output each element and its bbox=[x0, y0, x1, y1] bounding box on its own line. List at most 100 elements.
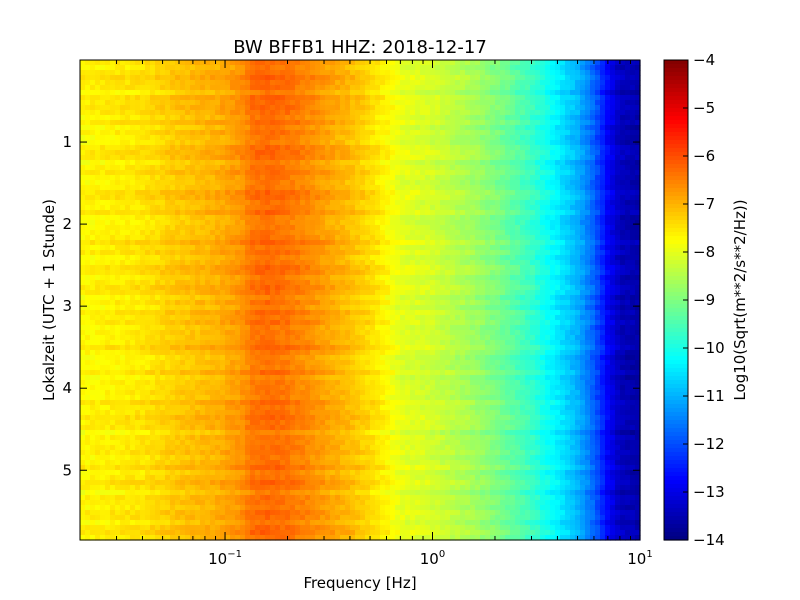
heatmap-cell bbox=[395, 90, 401, 96]
heatmap-cell bbox=[460, 260, 466, 266]
heatmap-cell bbox=[370, 250, 376, 256]
heatmap-cell bbox=[570, 145, 576, 151]
heatmap-cell bbox=[560, 95, 566, 101]
heatmap-cell bbox=[390, 190, 396, 196]
heatmap-cell bbox=[630, 210, 636, 216]
heatmap-cell bbox=[605, 245, 611, 251]
heatmap-cell bbox=[290, 260, 296, 266]
heatmap-cell bbox=[255, 230, 261, 236]
heatmap-cell bbox=[375, 80, 381, 86]
heatmap-cell bbox=[145, 245, 151, 251]
heatmap-cell bbox=[525, 95, 531, 101]
heatmap-cell bbox=[345, 150, 351, 156]
heatmap-cell bbox=[430, 235, 436, 241]
heatmap-cell bbox=[260, 105, 266, 111]
heatmap-cell bbox=[435, 165, 441, 171]
heatmap-cell bbox=[245, 115, 251, 121]
heatmap-cell bbox=[225, 225, 231, 231]
heatmap-cell bbox=[365, 125, 371, 131]
heatmap-cell bbox=[445, 235, 451, 241]
heatmap-cell bbox=[280, 210, 286, 216]
heatmap-cell bbox=[385, 105, 391, 111]
heatmap-cell bbox=[285, 275, 291, 281]
heatmap-cell bbox=[280, 150, 286, 156]
heatmap-cell bbox=[620, 125, 626, 131]
heatmap-cell bbox=[415, 90, 421, 96]
heatmap-cell bbox=[295, 110, 301, 116]
heatmap-cell bbox=[500, 105, 506, 111]
heatmap-cell bbox=[120, 225, 126, 231]
heatmap-cell bbox=[430, 85, 436, 91]
heatmap-cell bbox=[460, 225, 466, 231]
heatmap-cell bbox=[400, 80, 406, 86]
heatmap-cell bbox=[265, 210, 271, 216]
heatmap-cell bbox=[540, 155, 546, 161]
heatmap-cell bbox=[115, 65, 121, 71]
heatmap-cell bbox=[465, 255, 471, 261]
heatmap-cell bbox=[295, 190, 301, 196]
heatmap-cell bbox=[515, 165, 521, 171]
heatmap-cell bbox=[425, 160, 431, 166]
heatmap-cell bbox=[300, 120, 306, 126]
heatmap-cell bbox=[450, 250, 456, 256]
heatmap-cell bbox=[110, 120, 116, 126]
heatmap-cell bbox=[570, 170, 576, 176]
heatmap-cell bbox=[230, 125, 236, 131]
heatmap-cell bbox=[365, 110, 371, 116]
heatmap-cell bbox=[515, 225, 521, 231]
heatmap-cell bbox=[310, 60, 316, 66]
heatmap-cell bbox=[190, 160, 196, 166]
heatmap-cell bbox=[160, 275, 166, 281]
heatmap-cell bbox=[310, 185, 316, 191]
heatmap-cell bbox=[150, 175, 156, 181]
heatmap-cell bbox=[595, 125, 601, 131]
heatmap-cell bbox=[525, 185, 531, 191]
heatmap-cell bbox=[155, 125, 161, 131]
heatmap-cell bbox=[485, 65, 491, 71]
heatmap-cell bbox=[195, 180, 201, 186]
heatmap-cell bbox=[620, 270, 626, 276]
heatmap-cell bbox=[290, 200, 296, 206]
heatmap-cell bbox=[150, 110, 156, 116]
heatmap-cell bbox=[180, 65, 186, 71]
heatmap-cell bbox=[210, 70, 216, 76]
heatmap-cell bbox=[85, 260, 91, 266]
heatmap-cell bbox=[290, 120, 296, 126]
heatmap-cell bbox=[155, 250, 161, 256]
heatmap-cell bbox=[155, 265, 161, 271]
heatmap-cell bbox=[165, 230, 171, 236]
heatmap-cell bbox=[395, 230, 401, 236]
heatmap-cell bbox=[605, 220, 611, 226]
heatmap-cell bbox=[390, 225, 396, 231]
heatmap-cell bbox=[575, 90, 581, 96]
heatmap-cell bbox=[320, 130, 326, 136]
heatmap-cell bbox=[255, 215, 261, 221]
heatmap-cell bbox=[225, 95, 231, 101]
heatmap-cell bbox=[275, 170, 281, 176]
heatmap-cell bbox=[475, 205, 481, 211]
heatmap-cell bbox=[505, 205, 511, 211]
heatmap-cell bbox=[615, 270, 621, 276]
heatmap-cell bbox=[295, 280, 301, 286]
heatmap-cell bbox=[385, 80, 391, 86]
heatmap-cell bbox=[570, 270, 576, 276]
heatmap-cell bbox=[485, 245, 491, 251]
heatmap-cell bbox=[340, 245, 346, 251]
heatmap-cell bbox=[130, 150, 136, 156]
heatmap-cell bbox=[130, 95, 136, 101]
heatmap-cell bbox=[445, 95, 451, 101]
heatmap-cell bbox=[220, 230, 226, 236]
heatmap-cell bbox=[540, 135, 546, 141]
heatmap-cell bbox=[550, 265, 556, 271]
heatmap-cell bbox=[135, 175, 141, 181]
heatmap-cell bbox=[430, 155, 436, 161]
heatmap-cell bbox=[415, 255, 421, 261]
heatmap-cell bbox=[215, 175, 221, 181]
heatmap-cell bbox=[250, 240, 256, 246]
heatmap-cell bbox=[470, 80, 476, 86]
heatmap-cell bbox=[470, 120, 476, 126]
heatmap-cell bbox=[80, 170, 86, 176]
heatmap-cell bbox=[465, 270, 471, 276]
heatmap-cell bbox=[150, 235, 156, 241]
heatmap-cell bbox=[570, 125, 576, 131]
